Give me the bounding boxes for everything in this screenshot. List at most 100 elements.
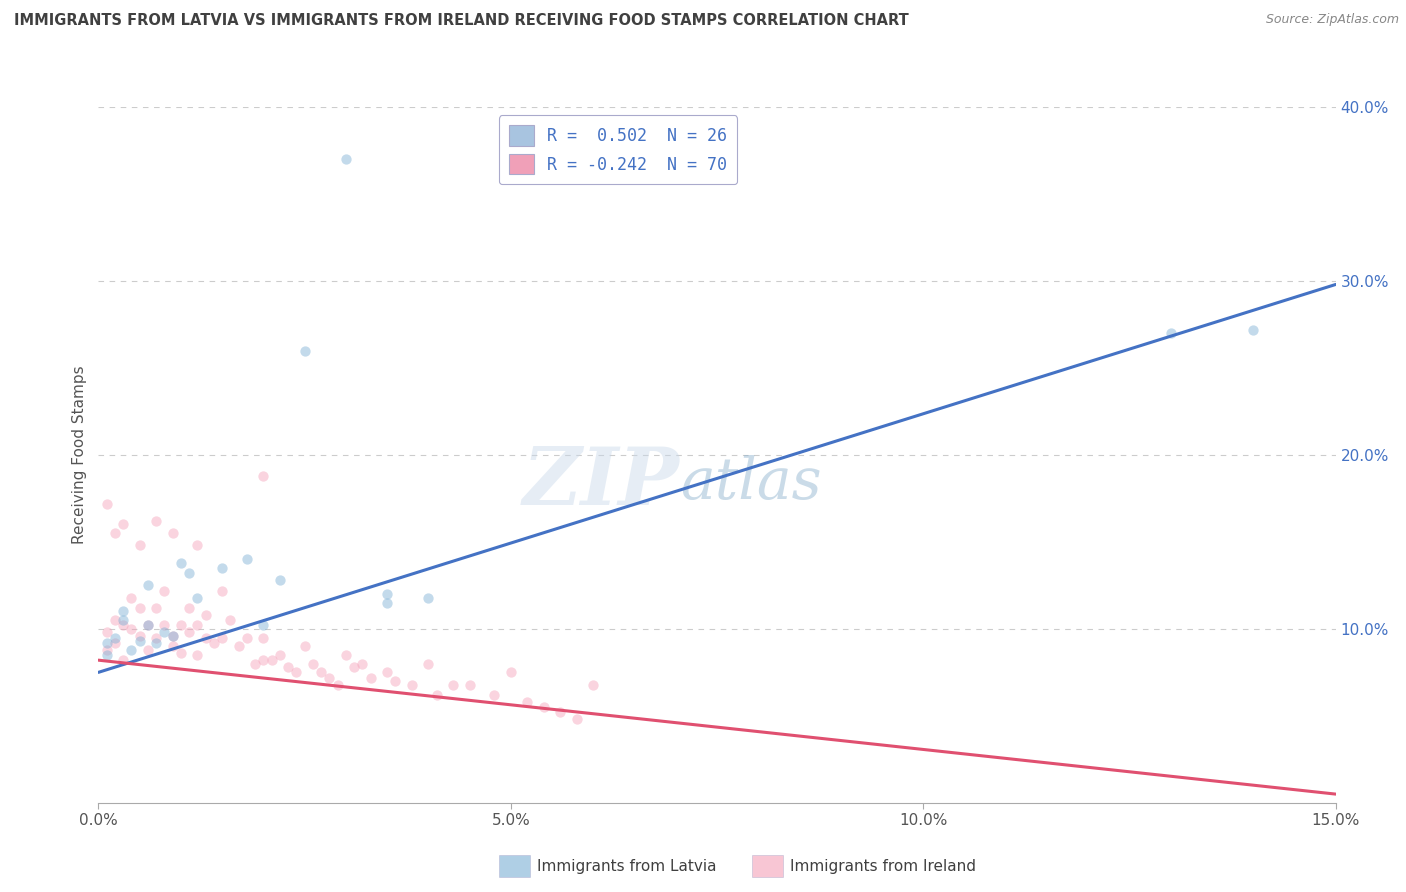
Point <box>269 573 291 587</box>
Legend: R =  0.502  N = 26, R = -0.242  N = 70: R = 0.502 N = 26, R = -0.242 N = 70 <box>499 115 737 185</box>
Point <box>145 514 167 528</box>
Point <box>269 648 291 662</box>
Point <box>136 618 159 632</box>
Point <box>335 152 357 166</box>
Point <box>375 596 398 610</box>
Point <box>418 591 440 605</box>
Point <box>1160 326 1182 340</box>
Point <box>318 671 340 685</box>
Point <box>418 657 440 671</box>
Point <box>252 468 274 483</box>
Point <box>96 625 118 640</box>
Point <box>211 583 233 598</box>
Point <box>128 538 150 552</box>
Point <box>533 700 555 714</box>
Point <box>170 646 193 660</box>
Point <box>112 517 135 532</box>
Point <box>96 497 118 511</box>
Point <box>153 618 176 632</box>
Point <box>294 343 316 358</box>
Point <box>243 657 266 671</box>
Point <box>145 631 167 645</box>
Point <box>252 631 274 645</box>
Point <box>335 648 357 662</box>
Point <box>219 613 242 627</box>
Point <box>120 591 142 605</box>
Point <box>112 618 135 632</box>
Point <box>186 648 208 662</box>
Point <box>252 653 274 667</box>
Point <box>179 601 201 615</box>
Point <box>104 613 127 627</box>
Point <box>153 625 176 640</box>
Point <box>145 636 167 650</box>
Point <box>186 538 208 552</box>
Point <box>294 639 316 653</box>
Point <box>516 695 538 709</box>
Point <box>179 625 201 640</box>
Point <box>375 587 398 601</box>
Point <box>112 653 135 667</box>
Point <box>360 671 382 685</box>
Point <box>326 677 349 691</box>
Point <box>120 642 142 657</box>
Point <box>550 706 572 720</box>
Point <box>384 674 406 689</box>
Point <box>186 618 208 632</box>
Point <box>211 561 233 575</box>
Point <box>565 712 588 726</box>
Point <box>136 578 159 592</box>
Point <box>441 677 464 691</box>
Point <box>170 618 193 632</box>
Point <box>499 665 522 680</box>
Point <box>302 657 325 671</box>
Point <box>285 665 308 680</box>
Point <box>309 665 332 680</box>
Point <box>1241 323 1264 337</box>
Point <box>211 631 233 645</box>
Point <box>153 583 176 598</box>
Point <box>145 601 167 615</box>
Point <box>458 677 481 691</box>
Point <box>194 607 217 622</box>
Y-axis label: Receiving Food Stamps: Receiving Food Stamps <box>72 366 87 544</box>
Point <box>170 556 193 570</box>
Text: Immigrants from Latvia: Immigrants from Latvia <box>537 859 717 873</box>
Point <box>96 642 118 657</box>
Point <box>426 688 449 702</box>
Point <box>162 629 184 643</box>
Text: ZIP: ZIP <box>523 444 681 522</box>
Point <box>252 618 274 632</box>
Point <box>128 634 150 648</box>
Point <box>582 677 605 691</box>
Point <box>162 629 184 643</box>
Point <box>352 657 374 671</box>
Point <box>136 618 159 632</box>
Point <box>136 642 159 657</box>
Point <box>236 631 259 645</box>
Point <box>343 660 366 674</box>
Text: atlas: atlas <box>681 455 821 511</box>
Point <box>260 653 283 667</box>
Point <box>112 605 135 619</box>
Point <box>228 639 250 653</box>
Point <box>104 526 127 541</box>
Point <box>401 677 423 691</box>
Point <box>202 636 225 650</box>
Point <box>162 526 184 541</box>
Point <box>484 688 506 702</box>
Point <box>96 636 118 650</box>
Point <box>104 631 127 645</box>
Point <box>179 566 201 581</box>
Point <box>194 631 217 645</box>
Point <box>104 636 127 650</box>
Point <box>128 601 150 615</box>
Point <box>120 622 142 636</box>
Point <box>375 665 398 680</box>
Point <box>162 639 184 653</box>
Point <box>96 648 118 662</box>
Text: Source: ZipAtlas.com: Source: ZipAtlas.com <box>1265 13 1399 27</box>
Point <box>128 629 150 643</box>
Point <box>277 660 299 674</box>
Text: Immigrants from Ireland: Immigrants from Ireland <box>790 859 976 873</box>
